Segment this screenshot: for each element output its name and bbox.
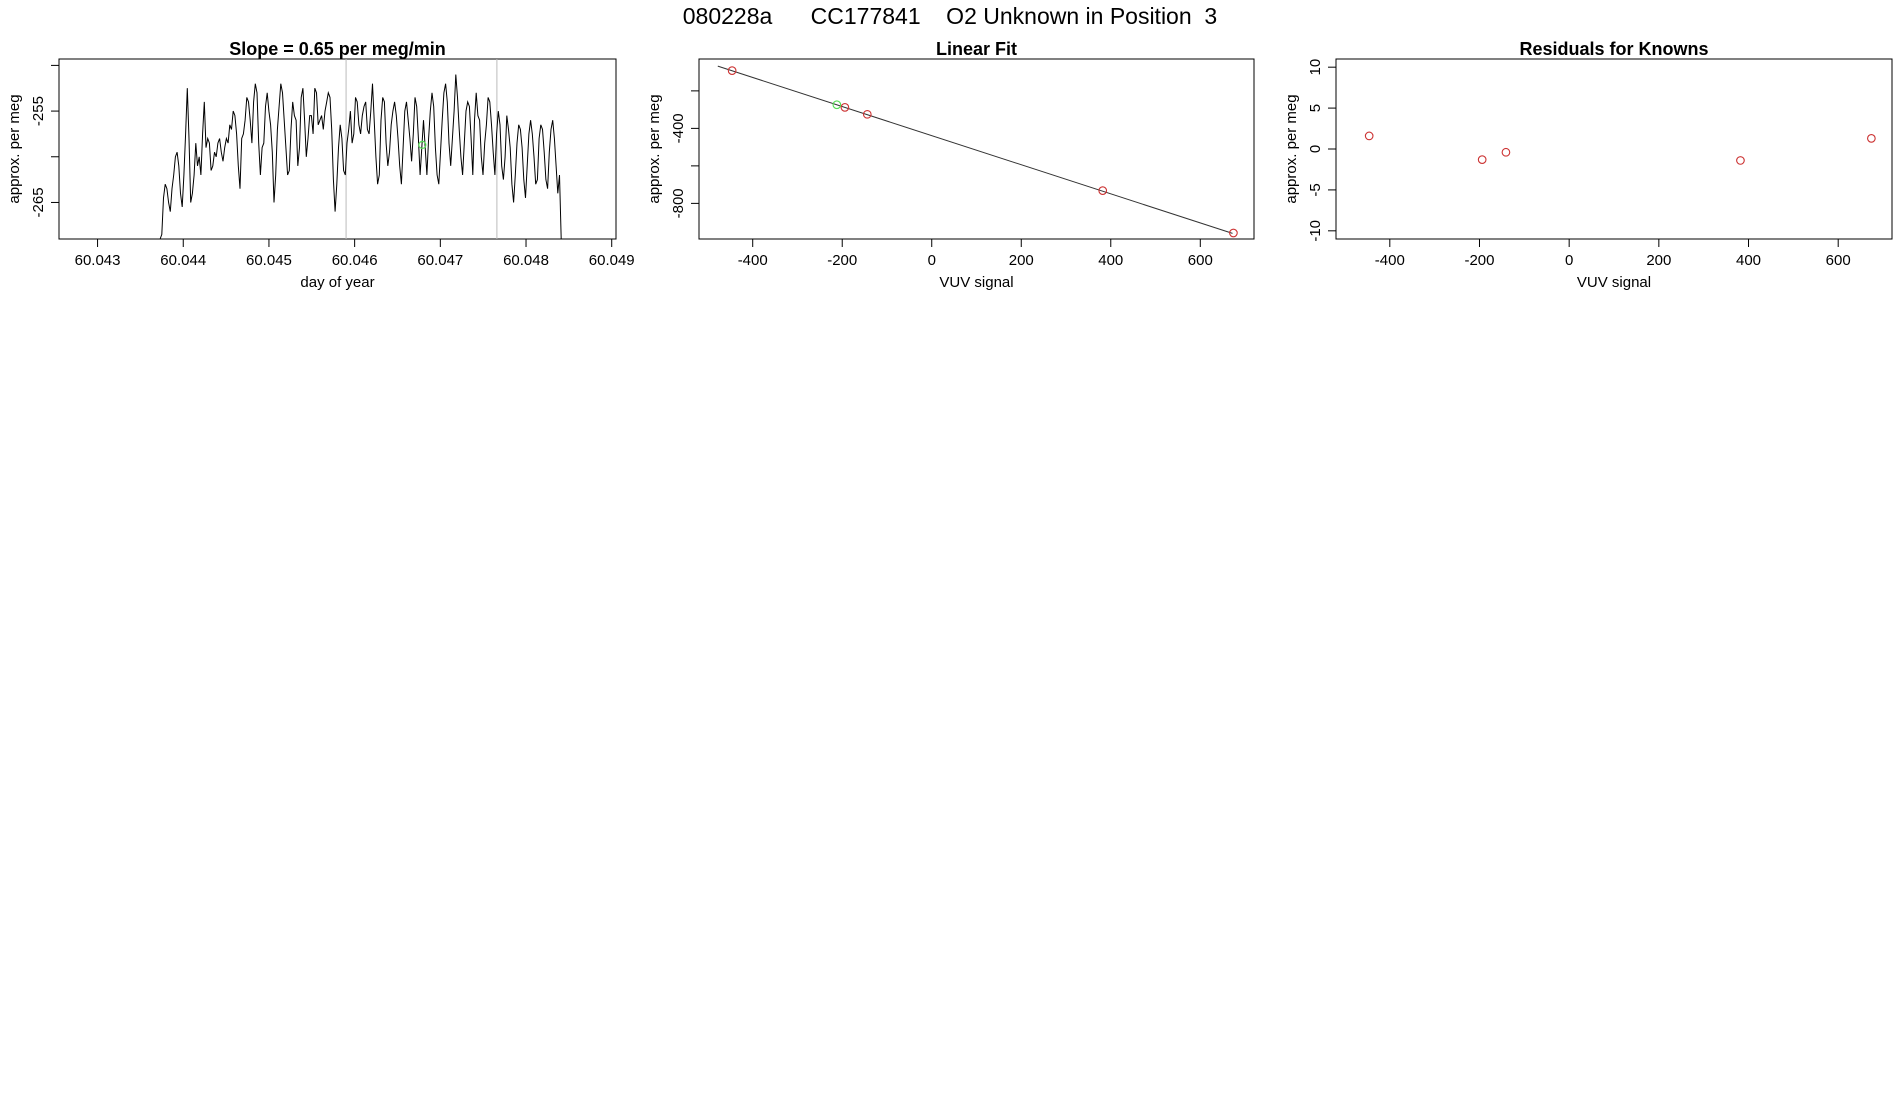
x-tick-label: 60.047 [417,252,463,269]
data-point [1736,156,1745,165]
y-axis-label: approx. per meg [6,94,23,203]
y-axis-label: approx. per meg [1283,94,1300,203]
fit-line [717,65,1233,234]
data-point [727,66,737,75]
x-axis-label: VUV signal [1577,274,1651,291]
x-axis-label: VUV signal [939,274,1013,291]
x-tick-label: 200 [1009,252,1034,269]
marker-point [418,140,427,149]
residuals-panel: Residuals for Knowns -400 -200 0 200 400 600 10… [1283,39,1893,291]
y-tick-label: 10 [1307,59,1324,76]
x-tick-label: -400 [738,252,768,269]
data-point [1364,131,1374,141]
series-line [159,74,562,240]
data-point [1098,186,1108,195]
x-tick-label: 600 [1826,252,1851,269]
data-point [1229,228,1238,238]
data-point [832,100,842,110]
x-tick-label: 60.048 [503,252,549,269]
y-tick-label: -400 [670,113,687,143]
y-tick-label: 5 [1307,104,1324,112]
linear-fit-panel: Linear Fit -400 -200 0 200 400 600 -400 -800 VUV … [646,39,1255,291]
x-tick-label: 60.044 [160,252,206,269]
panel-title: Residuals for Knowns [1519,39,1708,59]
x-tick-label: 60.049 [589,252,635,269]
y-tick-label: -800 [670,188,687,218]
x-tick-label: 400 [1736,252,1761,269]
plot-frame [1335,58,1893,240]
time-series-panel: Slope = 0.65 per meg/min 60.043 60.044 60.0… [6,39,635,291]
x-tick-label: 60.043 [75,252,121,269]
data-point [1477,155,1487,164]
x-tick-label: 0 [1565,252,1573,269]
y-tick-label: -5 [1307,183,1324,196]
data-point [840,103,850,112]
y-axis-label: approx. per meg [646,94,663,203]
x-axis-label: day of year [300,274,374,291]
data-point [1501,147,1511,157]
x-tick-label: -400 [1375,252,1405,269]
y-tick-label: 0 [1307,145,1324,153]
plot-frame [58,58,617,240]
x-tick-label: 0 [928,252,936,269]
y-tick-label: -10 [1307,220,1324,242]
panel-title: Linear Fit [936,39,1017,59]
x-tick-label: 60.045 [246,252,292,269]
data-point [862,109,872,119]
x-tick-label: -200 [827,252,857,269]
plot-frame [698,58,1255,240]
y-tick-label: -265 [30,187,47,217]
panel-title: Slope = 0.65 per meg/min [229,39,446,59]
y-tick-label: -255 [30,96,47,126]
x-tick-label: -200 [1464,252,1494,269]
x-tick-label: 60.046 [332,252,378,269]
x-tick-label: 400 [1098,252,1123,269]
figure-title: 080228a CC177841 O2 Unknown in Position … [682,3,1218,29]
x-tick-label: 600 [1188,252,1213,269]
x-tick-label: 200 [1646,252,1671,269]
data-point [1867,134,1876,143]
